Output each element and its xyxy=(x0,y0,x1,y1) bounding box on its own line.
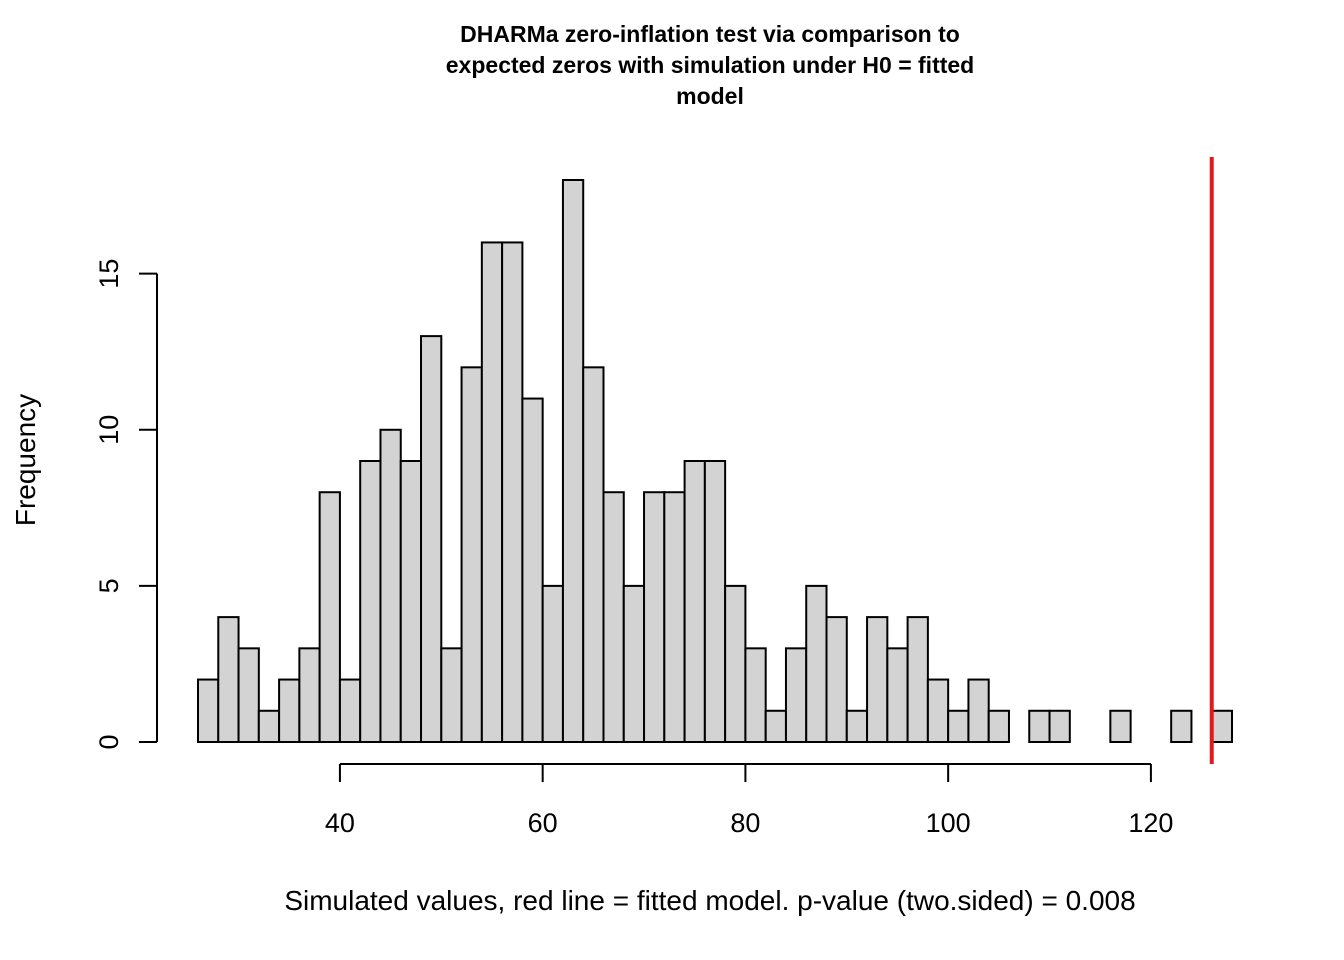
x-tick-label: 100 xyxy=(926,808,971,838)
histogram-bar xyxy=(602,491,625,743)
chart-title-line-1: DHARMa zero-inflation test via compariso… xyxy=(460,21,960,47)
histogram-bar xyxy=(521,397,544,743)
x-tick-label: 40 xyxy=(325,808,355,838)
histogram-bar xyxy=(1210,709,1233,743)
y-tick-label: 5 xyxy=(94,578,124,593)
histogram-bar xyxy=(197,678,220,743)
histogram-bar xyxy=(926,678,950,743)
histogram-bar xyxy=(683,460,706,743)
histogram-bar xyxy=(541,584,564,744)
histogram-bar xyxy=(967,678,990,743)
histogram-bar xyxy=(420,335,443,743)
histogram-bar xyxy=(217,616,240,743)
histogram-bar xyxy=(1048,709,1071,743)
histogram-bar xyxy=(703,460,727,743)
y-tick-label: 15 xyxy=(94,259,124,289)
x-tick-label: 60 xyxy=(528,808,558,838)
histogram-bar xyxy=(359,460,382,743)
histogram-bar xyxy=(622,584,646,744)
histogram-bar xyxy=(744,647,767,743)
histogram-bar xyxy=(825,616,848,743)
histogram-bar xyxy=(906,616,929,743)
y-axis-label: Frequency xyxy=(10,394,41,526)
histogram-bar xyxy=(1028,709,1051,743)
histogram-bar xyxy=(1109,709,1132,743)
histogram-bar xyxy=(582,366,605,743)
histogram-bar xyxy=(643,491,666,743)
histogram-bar xyxy=(338,678,362,743)
x-tick-label: 120 xyxy=(1128,808,1173,838)
histogram-bar xyxy=(886,647,909,743)
histogram-bar xyxy=(561,179,585,743)
y-tick-label: 0 xyxy=(94,734,124,749)
histogram-bar xyxy=(298,647,321,743)
histogram-bar xyxy=(460,366,483,743)
histogram-bar xyxy=(480,241,504,743)
histogram-bar xyxy=(805,584,828,744)
histogram-bar xyxy=(1170,709,1193,743)
histogram-bar xyxy=(318,491,341,743)
histogram-bar xyxy=(784,647,808,743)
chart-title-line-2: expected zeros with simulation under H0 … xyxy=(446,52,974,78)
histogram-bar xyxy=(257,709,281,743)
x-axis-label: Simulated values, red line = fitted mode… xyxy=(284,885,1135,916)
histogram-bar xyxy=(399,460,423,743)
x-axis: 40 60 80 100 120 xyxy=(325,763,1173,838)
x-tick-label: 80 xyxy=(730,808,760,838)
histogram-bar xyxy=(379,428,402,743)
histogram-bar xyxy=(764,709,787,743)
histogram-bar xyxy=(724,584,747,744)
histogram-bar xyxy=(237,647,260,743)
histogram-bars xyxy=(197,179,1233,744)
y-tick-label: 10 xyxy=(94,415,124,445)
histogram-bar xyxy=(501,241,524,743)
chart-title-line-3: model xyxy=(676,83,744,109)
histogram-bar xyxy=(947,709,970,743)
histogram-bar xyxy=(663,491,686,743)
histogram-bar xyxy=(440,647,463,743)
histogram-bar xyxy=(987,709,1010,743)
histogram-bar xyxy=(866,616,889,743)
chart-title: DHARMa zero-inflation test via compariso… xyxy=(446,21,974,109)
histogram-bar xyxy=(278,678,301,743)
histogram-bar xyxy=(845,709,869,743)
y-axis: 0 5 10 15 xyxy=(94,259,158,750)
